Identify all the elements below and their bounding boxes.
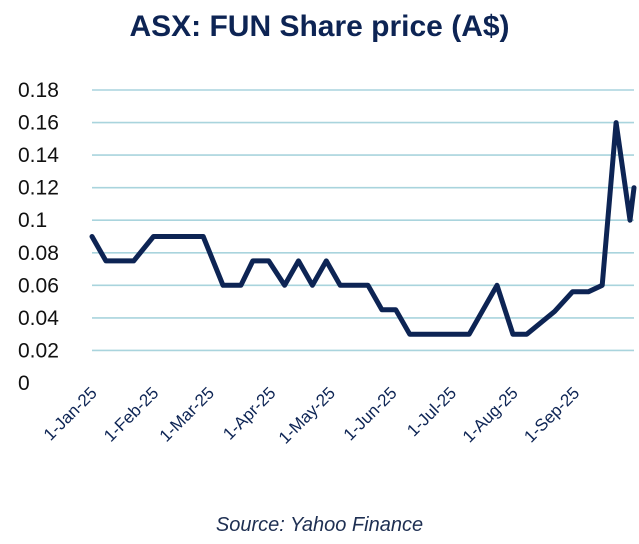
y-tick-label: 0.06 [18,274,59,297]
series-layer [89,120,637,337]
chart-source: Source: Yahoo Finance [215,514,424,536]
chart-title: ASX: FUN Share price (A$) [129,10,510,43]
y-axis-ticks: 0 0.02 0.04 0.06 0.08 0.1 0.12 0.14 0.16 0.18 [18,79,59,395]
series-line-share-price [89,120,637,337]
x-tick-label: 1-May-25 [275,383,339,447]
x-axis-ticks: 1-Jan-25 1-Feb-251-Mar-25 1-Apr-251-May-25… [40,383,583,447]
x-tick-label: 1-Mar-25 [156,383,218,445]
y-tick-label: 0.16 [18,112,59,135]
y-tick-label: 0 [18,372,30,395]
y-tick-label: 0.04 [18,307,59,330]
y-tick-label: 0.08 [18,242,59,265]
y-tick-label: 0.14 [18,144,59,167]
y-tick-label: 0.18 [18,79,59,102]
x-tick-label: 1-Jun-25 [340,383,401,444]
y-tick-label: 0.1 [18,209,47,232]
y-tick-label: 0.02 [18,339,59,362]
x-tick-label: 1-Jan-25 [40,383,101,444]
x-tick-label: 1-Aug-25 [459,383,522,446]
x-tick-label: 1-Jul-25 [403,383,460,440]
y-tick-label: 0.12 [18,177,59,200]
x-tick-label: 1-Apr-25 [219,383,279,443]
x-tick-label: 1-Feb-25 [100,383,162,445]
x-tick-label: 1-Sep-25 [520,383,583,446]
